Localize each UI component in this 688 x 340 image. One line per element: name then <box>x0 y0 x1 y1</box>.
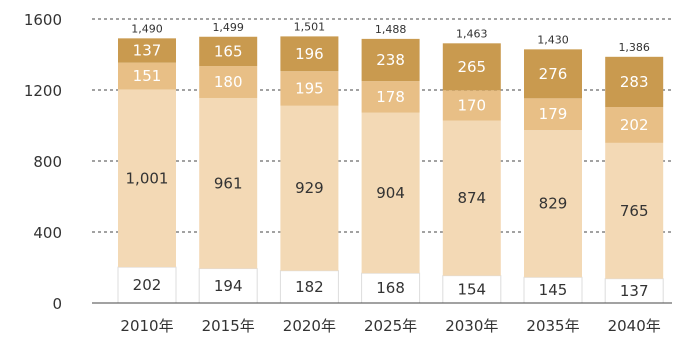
x-tick-label-2010年: 2010年 <box>120 317 173 335</box>
total-label-2035年: 1,430 <box>537 33 569 46</box>
total-label-2040年: 1,386 <box>618 41 650 54</box>
bar-segment-2035年-0 <box>523 276 583 304</box>
y-tick-label-1200: 1200 <box>24 82 62 100</box>
bar-segment-2020年-1 <box>280 105 339 271</box>
x-tick-label-2035年: 2035年 <box>526 317 579 335</box>
bar-segment-2040年-2 <box>605 107 664 143</box>
data-label-2025年-0: 168 <box>376 279 405 297</box>
y-tick-label-800: 800 <box>33 153 62 171</box>
y-tick-label-1600: 1600 <box>24 11 62 29</box>
data-label-2040年-0: 137 <box>620 282 649 300</box>
axes: 0 400 800 1200 1600 2010年 2015年 2020年 2025年 2030年… <box>24 11 672 335</box>
data-label-2015年-2: 180 <box>214 73 243 91</box>
x-tick-label-2030年: 2030年 <box>445 317 498 335</box>
data-label-2020年-3: 196 <box>295 45 324 63</box>
data-label-2015年-3: 165 <box>214 42 243 60</box>
data-label-2030年-3: 265 <box>457 58 486 76</box>
x-tick-label-2020年: 2020年 <box>283 317 336 335</box>
data-label-2025年-1: 904 <box>376 184 405 202</box>
data-label-2025年-3: 238 <box>376 51 405 69</box>
data-label-2020年-2: 195 <box>295 79 324 97</box>
data-label-2015年-0: 194 <box>214 277 243 295</box>
data-label-2010年-1: 1,001 <box>126 169 169 187</box>
data-label-2035年-0: 145 <box>539 281 568 299</box>
bar-segment-2025年-1 <box>361 112 420 274</box>
data-label-2015年-1: 961 <box>214 174 243 192</box>
data-label-2030年-2: 170 <box>457 96 486 114</box>
bar-segment-2015年-3 <box>199 36 258 67</box>
bar-segment-2035年-2 <box>524 98 582 131</box>
data-label-2020年-0: 182 <box>295 278 324 296</box>
bars: 202 1,001 151 137 1,490 194 961 180 165 1,499 182 9… <box>117 20 664 304</box>
bar-segment-2040年-1 <box>605 142 664 279</box>
data-label-2010年-3: 137 <box>133 42 162 60</box>
data-label-2040年-1: 765 <box>620 202 649 220</box>
bar-segment-2015年-1 <box>199 97 258 269</box>
bar-segment-2040年-0 <box>604 278 664 304</box>
bar-segment-2035年-3 <box>524 49 582 99</box>
bar-segment-2015年-2 <box>199 66 258 98</box>
bar-segment-2010年-3 <box>118 38 176 63</box>
bar-segment-2030年-1 <box>442 120 501 276</box>
data-label-2040年-3: 283 <box>620 73 649 91</box>
data-label-2010年-0: 202 <box>133 276 162 294</box>
data-label-2030年-1: 874 <box>457 189 486 207</box>
bar-segment-2025年-2 <box>361 81 420 113</box>
y-tick-label-400: 400 <box>33 224 62 242</box>
bar-segment-2010年-1 <box>118 89 176 268</box>
bar-segment-2030年-3 <box>442 43 501 91</box>
total-label-2020年: 1,501 <box>294 20 326 33</box>
data-label-2010年-2: 151 <box>133 67 162 85</box>
total-label-2010年: 1,490 <box>131 22 163 35</box>
x-tick-label-2040年: 2040年 <box>608 317 661 335</box>
data-label-2030年-0: 154 <box>457 280 486 298</box>
y-tick-label-0: 0 <box>52 295 62 313</box>
x-tick-label-2025年: 2025年 <box>364 317 417 335</box>
bar-segment-2030年-2 <box>442 90 501 121</box>
bar-segment-2020年-2 <box>280 71 339 106</box>
x-tick-label-2015年: 2015年 <box>202 317 255 335</box>
data-label-2020年-1: 929 <box>295 179 324 197</box>
bar-segment-2025年-3 <box>361 38 420 82</box>
bar-segment-2010年-2 <box>118 62 176 90</box>
total-label-2025年: 1,488 <box>375 23 407 36</box>
bar-segment-2040年-3 <box>605 56 664 108</box>
data-label-2035年-1: 829 <box>539 195 568 213</box>
data-label-2035年-2: 179 <box>539 105 568 123</box>
data-label-2040年-2: 202 <box>620 116 649 134</box>
data-label-2025年-2: 178 <box>376 88 405 106</box>
total-label-2015年: 1,499 <box>212 21 244 34</box>
data-label-2035年-3: 276 <box>539 65 568 83</box>
total-label-2030年: 1,463 <box>456 27 488 40</box>
bar-segment-2035年-1 <box>524 130 582 278</box>
bar-segment-2020年-3 <box>280 36 339 72</box>
bar-segment-2010年-0 <box>117 266 177 304</box>
